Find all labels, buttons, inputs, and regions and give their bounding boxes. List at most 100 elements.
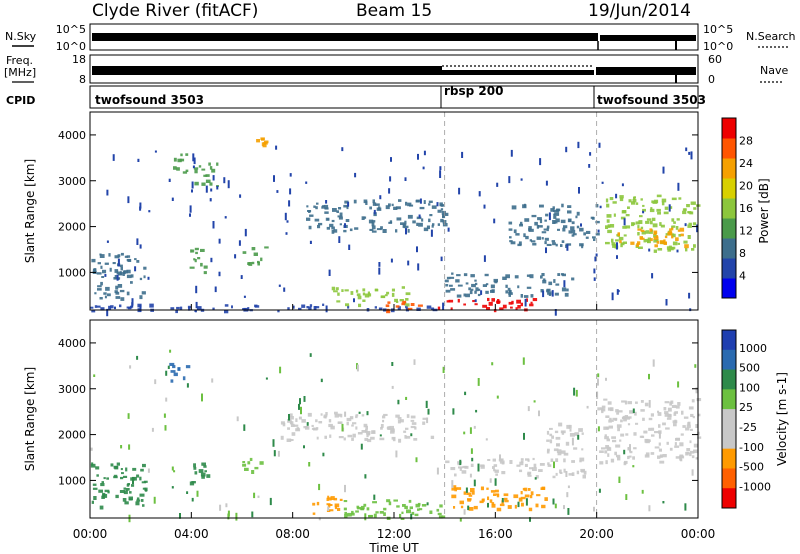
heatmap-cell bbox=[115, 296, 121, 299]
heatmap-cell bbox=[625, 416, 630, 420]
heatmap-cell bbox=[564, 292, 569, 297]
heatmap-cell bbox=[306, 205, 309, 208]
heatmap-cell bbox=[518, 497, 523, 502]
heatmap-cell bbox=[620, 216, 626, 220]
heatmap-cell bbox=[405, 292, 411, 296]
heatmap-cell bbox=[576, 211, 580, 216]
heatmap-cell bbox=[571, 277, 575, 281]
heatmap-cell bbox=[510, 149, 513, 157]
heatmap-cell bbox=[129, 491, 132, 494]
heatmap-cell bbox=[576, 225, 580, 229]
heatmap-cell bbox=[345, 303, 350, 307]
heatmap-cell bbox=[645, 220, 650, 224]
heatmap-cell bbox=[91, 500, 94, 504]
heatmap-cell bbox=[649, 231, 653, 234]
heatmap-cell bbox=[474, 290, 477, 294]
heatmap-cell bbox=[173, 470, 176, 473]
heatmap-cell bbox=[483, 204, 486, 209]
heatmap-cell bbox=[505, 284, 508, 288]
x-tick-label: 20:00 bbox=[579, 527, 614, 541]
heatmap-cell bbox=[212, 175, 215, 181]
heatmap-cell bbox=[657, 410, 660, 413]
heatmap-cell bbox=[499, 503, 505, 507]
heatmap-cell bbox=[657, 455, 661, 459]
heatmap-cell bbox=[661, 198, 667, 203]
heatmap-cell bbox=[691, 469, 694, 476]
heatmap-cell bbox=[586, 230, 591, 234]
heatmap-cell bbox=[565, 441, 570, 446]
heatmap-cell bbox=[458, 466, 463, 469]
heatmap-cell bbox=[315, 206, 318, 210]
heatmap-cell bbox=[385, 304, 390, 308]
heatmap-cell bbox=[577, 141, 580, 149]
heatmap-cell bbox=[637, 228, 642, 231]
velocity-colorbar-label: Velocity [m s-1] bbox=[775, 372, 789, 466]
heatmap-cell bbox=[470, 463, 474, 467]
heatmap-cell bbox=[119, 490, 125, 493]
heatmap-cell bbox=[205, 185, 208, 193]
heatmap-cell bbox=[457, 284, 463, 287]
heatmap-cell bbox=[558, 422, 563, 427]
heatmap-cell bbox=[538, 469, 543, 472]
heatmap-cell bbox=[442, 366, 445, 373]
x-tick-label: 00:00 bbox=[681, 527, 716, 541]
heatmap-cell bbox=[440, 256, 443, 262]
heatmap-cell bbox=[524, 487, 528, 492]
heatmap-cell bbox=[90, 447, 93, 451]
heatmap-cell bbox=[93, 374, 96, 377]
heatmap-cell bbox=[575, 215, 578, 219]
heatmap-cell bbox=[525, 235, 529, 240]
heatmap-cell bbox=[242, 461, 246, 463]
heatmap-cell bbox=[390, 431, 395, 434]
heatmap-cell bbox=[541, 231, 547, 234]
heatmap-cell bbox=[533, 400, 536, 403]
heatmap-cell bbox=[617, 456, 621, 461]
heatmap-cell bbox=[656, 208, 661, 212]
heatmap-cell bbox=[650, 452, 655, 455]
heatmap-cell bbox=[354, 172, 357, 178]
heatmap-cell bbox=[486, 307, 490, 311]
heatmap-cell bbox=[487, 459, 491, 461]
heatmap-cell bbox=[507, 287, 511, 291]
heatmap-region bbox=[189, 247, 208, 275]
heatmap-cell bbox=[571, 221, 575, 225]
heatmap-cell bbox=[561, 240, 565, 243]
heatmap-cell bbox=[347, 434, 353, 438]
heatmap-cell bbox=[609, 197, 614, 201]
heatmap-cell bbox=[576, 470, 580, 475]
heatmap-cell bbox=[470, 288, 474, 291]
heatmap-cell bbox=[142, 463, 146, 468]
heatmap-cell bbox=[176, 306, 180, 310]
heatmap-cell bbox=[126, 255, 131, 258]
heatmap-cell bbox=[337, 215, 343, 218]
heatmap-cell bbox=[198, 469, 204, 473]
heatmap-cell bbox=[372, 501, 377, 504]
heatmap-cell bbox=[470, 488, 475, 492]
heatmap-cell bbox=[680, 433, 684, 436]
heatmap-cell bbox=[641, 231, 646, 235]
heatmap-cell bbox=[355, 415, 358, 419]
heatmap-cell bbox=[142, 504, 145, 507]
heatmap-cell bbox=[547, 462, 550, 465]
heatmap-cell bbox=[337, 421, 343, 424]
heatmap-cell bbox=[418, 222, 423, 227]
heatmap-cell bbox=[257, 262, 260, 266]
heatmap-cell bbox=[555, 243, 558, 247]
heatmap-cell bbox=[298, 416, 302, 420]
colorbar-swatch bbox=[722, 198, 736, 219]
heatmap-cell bbox=[640, 226, 644, 230]
heatmap-cell bbox=[121, 472, 124, 475]
heatmap-cell bbox=[674, 411, 678, 414]
heatmap-cell bbox=[200, 248, 205, 252]
heatmap-cell bbox=[617, 232, 620, 237]
heatmap-cell bbox=[555, 472, 558, 476]
heatmap-cell bbox=[621, 242, 625, 246]
heatmap-cell bbox=[421, 218, 424, 222]
heatmap-cell bbox=[493, 493, 497, 496]
heatmap-cell bbox=[678, 234, 681, 237]
heatmap-cell bbox=[364, 474, 367, 479]
heatmap-cell bbox=[671, 227, 674, 231]
heatmap-cell bbox=[451, 480, 454, 488]
heatmap-cell bbox=[325, 200, 328, 204]
colorbar-tick-label: 1000 bbox=[739, 342, 767, 355]
